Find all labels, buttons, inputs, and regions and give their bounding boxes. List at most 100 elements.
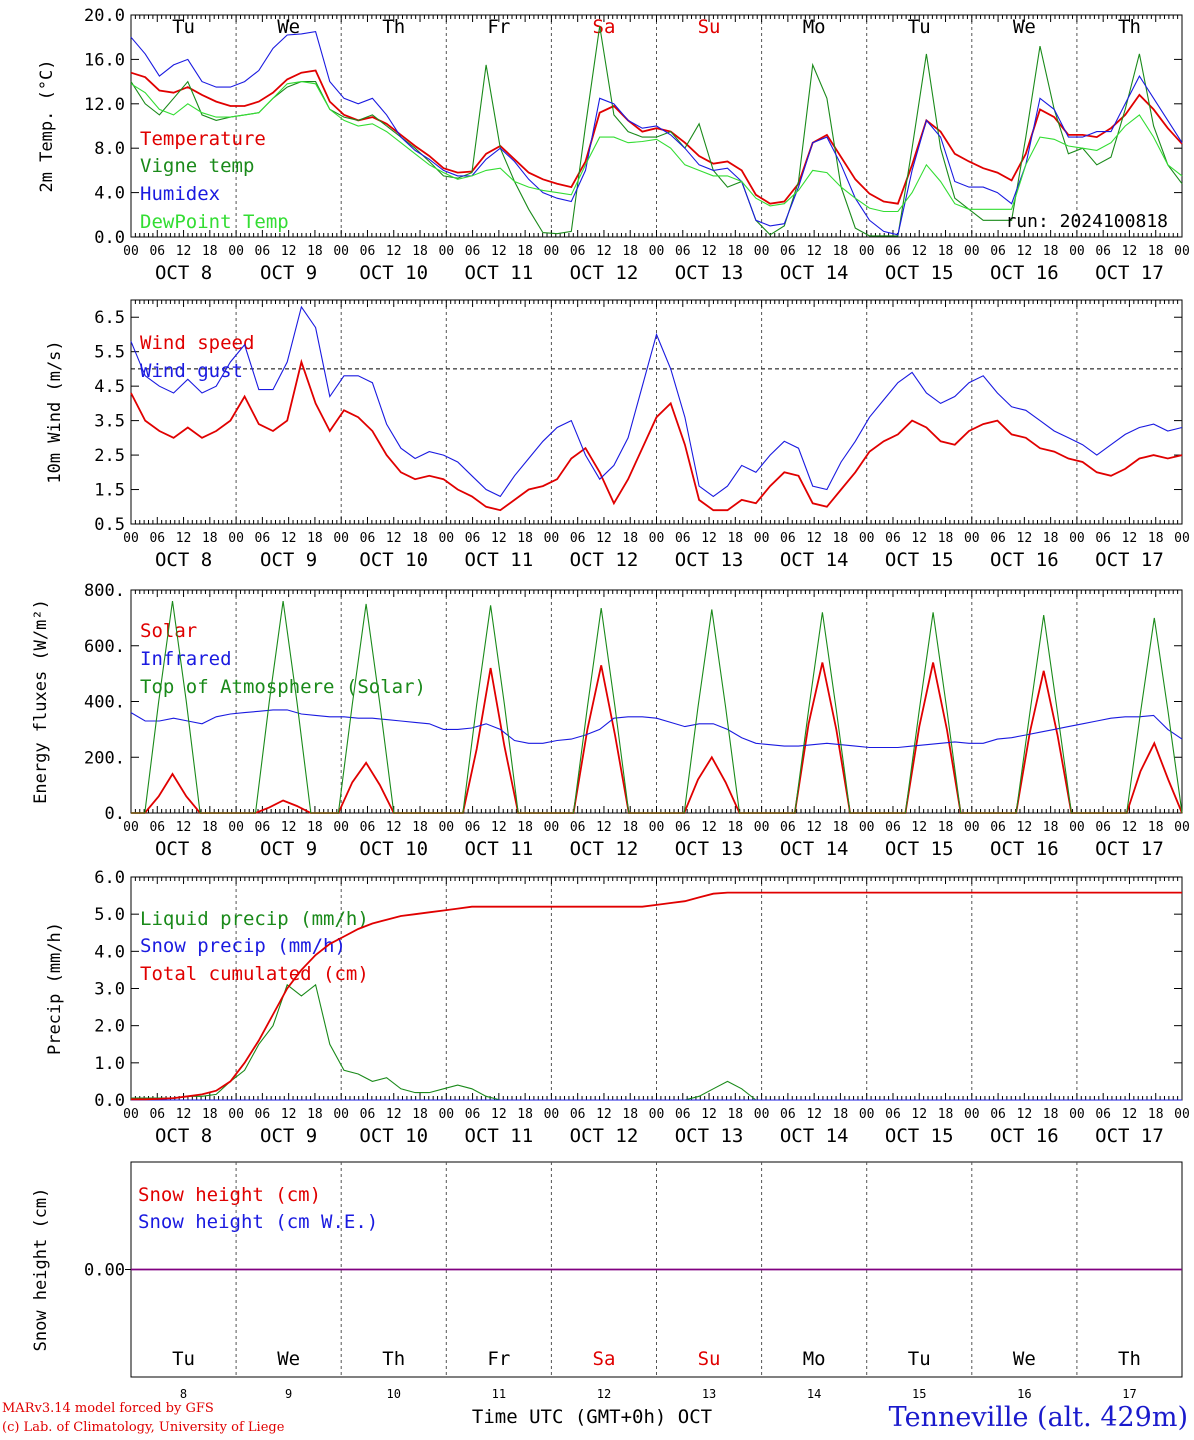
- hour-tick-label: 00: [964, 1107, 980, 1122]
- hour-tick-label: 12: [1122, 1107, 1138, 1122]
- hour-tick-label: 12: [806, 1107, 822, 1122]
- hour-tick-label: 00: [859, 820, 875, 835]
- hour-tick-label: 06: [675, 820, 691, 835]
- hour-tick-label: 06: [255, 531, 271, 546]
- credit-line-1: MARv3.14 model forced by GFS: [2, 1401, 214, 1416]
- hour-tick-label: 00: [123, 531, 139, 546]
- hour-tick-label: 18: [727, 244, 743, 259]
- hour-tick-label: 00: [228, 1107, 244, 1122]
- hour-tick-label: 00: [964, 531, 980, 546]
- hour-tick-label: 06: [360, 531, 376, 546]
- hour-tick-label: 18: [412, 1107, 428, 1122]
- hour-tick-label: 00: [859, 531, 875, 546]
- day-number-label: 12: [597, 1387, 611, 1401]
- hour-tick-label: 00: [649, 244, 665, 259]
- y-tick-label: 800.: [84, 581, 125, 601]
- hour-tick-label: 12: [386, 1107, 402, 1122]
- hour-tick-label: 00: [123, 244, 139, 259]
- hour-tick-label: 00: [544, 820, 560, 835]
- y-tick-label: 0.0: [94, 228, 125, 248]
- hour-tick-label: 00: [333, 531, 349, 546]
- series-line-total-cumulated-cm: [131, 891, 1182, 1101]
- hour-tick-label: 06: [1095, 531, 1111, 546]
- day-number-label: 15: [912, 1387, 926, 1401]
- hour-tick-label: 06: [990, 531, 1006, 546]
- hour-tick-label: 06: [570, 820, 586, 835]
- hour-tick-label: 18: [1043, 820, 1059, 835]
- hour-tick-label: 18: [1043, 531, 1059, 546]
- hour-tick-label: 12: [911, 531, 927, 546]
- hour-tick-label: 18: [938, 1107, 954, 1122]
- hour-tick-label: 00: [333, 820, 349, 835]
- y-tick-label: 0.00: [84, 1261, 125, 1281]
- legend-entry: Wind gust: [140, 360, 243, 382]
- hour-tick-label: 00: [649, 1107, 665, 1122]
- hour-tick-label: 06: [885, 820, 901, 835]
- weekday-label: We: [277, 16, 300, 38]
- y-tick-label: 1.5: [94, 481, 125, 501]
- hour-tick-label: 00: [649, 820, 665, 835]
- series-line-dewpoint-temp: [130, 81, 1183, 213]
- date-label: OCT 10: [359, 1125, 428, 1147]
- date-label: OCT 11: [465, 262, 534, 284]
- hour-tick-label: 18: [412, 244, 428, 259]
- hour-tick-label: 06: [780, 1107, 796, 1122]
- weekday-label: Su: [698, 1348, 721, 1370]
- date-label: OCT 8: [155, 262, 212, 284]
- hour-tick-label: 12: [176, 820, 192, 835]
- series-line-vigne-temp: [130, 26, 1183, 237]
- hour-tick-label: 06: [780, 531, 796, 546]
- y-axis-label: Energy fluxes (W/m²): [31, 599, 51, 804]
- hour-tick-label: 12: [176, 531, 192, 546]
- hour-tick-label: 00: [544, 531, 560, 546]
- series-line-temperature: [130, 69, 1183, 205]
- hour-tick-label: 12: [491, 531, 507, 546]
- date-label: OCT 9: [260, 1125, 317, 1147]
- y-tick-label: 4.5: [94, 377, 125, 397]
- date-label: OCT 13: [675, 838, 744, 860]
- day-number-label: 17: [1122, 1387, 1136, 1401]
- date-label: OCT 8: [155, 549, 212, 571]
- hour-tick-label: 18: [938, 820, 954, 835]
- hour-tick-label: 18: [833, 244, 849, 259]
- weekday-label: We: [1013, 1348, 1036, 1370]
- day-number-label: 13: [702, 1387, 716, 1401]
- hour-tick-label: 00: [859, 244, 875, 259]
- date-label: OCT 16: [990, 838, 1059, 860]
- hour-tick-label: 00: [228, 244, 244, 259]
- hour-tick-label: 12: [1017, 244, 1033, 259]
- series-line-wind-gust: [130, 305, 1183, 498]
- weekday-label: Sa: [593, 1348, 616, 1370]
- hour-tick-label: 18: [307, 820, 323, 835]
- hour-tick-label: 12: [596, 820, 612, 835]
- hour-tick-label: 18: [938, 531, 954, 546]
- hour-tick-label: 18: [1148, 820, 1164, 835]
- date-label: OCT 9: [260, 262, 317, 284]
- hour-tick-label: 00: [1174, 244, 1190, 259]
- hour-tick-label: 18: [202, 244, 218, 259]
- hour-tick-label: 18: [833, 820, 849, 835]
- hour-tick-label: 00: [438, 820, 454, 835]
- hour-tick-label: 12: [1017, 820, 1033, 835]
- hour-tick-label: 00: [1069, 1107, 1085, 1122]
- hour-tick-label: 12: [281, 820, 297, 835]
- date-label: OCT 11: [465, 549, 534, 571]
- date-label: OCT 10: [359, 549, 428, 571]
- hour-tick-label: 18: [833, 1107, 849, 1122]
- y-tick-label: 20.0: [84, 6, 125, 26]
- series-line-top-of-atmosphere-solar: [131, 601, 1183, 814]
- hour-tick-label: 18: [622, 244, 638, 259]
- weekday-label: Su: [698, 16, 721, 38]
- hour-tick-label: 18: [622, 531, 638, 546]
- hour-tick-label: 12: [911, 1107, 927, 1122]
- hour-tick-label: 00: [333, 244, 349, 259]
- legend-entry: Total cumulated (cm): [140, 963, 369, 985]
- date-label: OCT 12: [570, 262, 639, 284]
- hour-tick-label: 06: [149, 1107, 165, 1122]
- hour-tick-label: 18: [412, 820, 428, 835]
- date-label: OCT 14: [780, 838, 849, 860]
- hour-tick-label: 18: [202, 1107, 218, 1122]
- hour-tick-label: 06: [780, 820, 796, 835]
- hour-tick-label: 12: [701, 1107, 717, 1122]
- hour-tick-label: 06: [465, 1107, 481, 1122]
